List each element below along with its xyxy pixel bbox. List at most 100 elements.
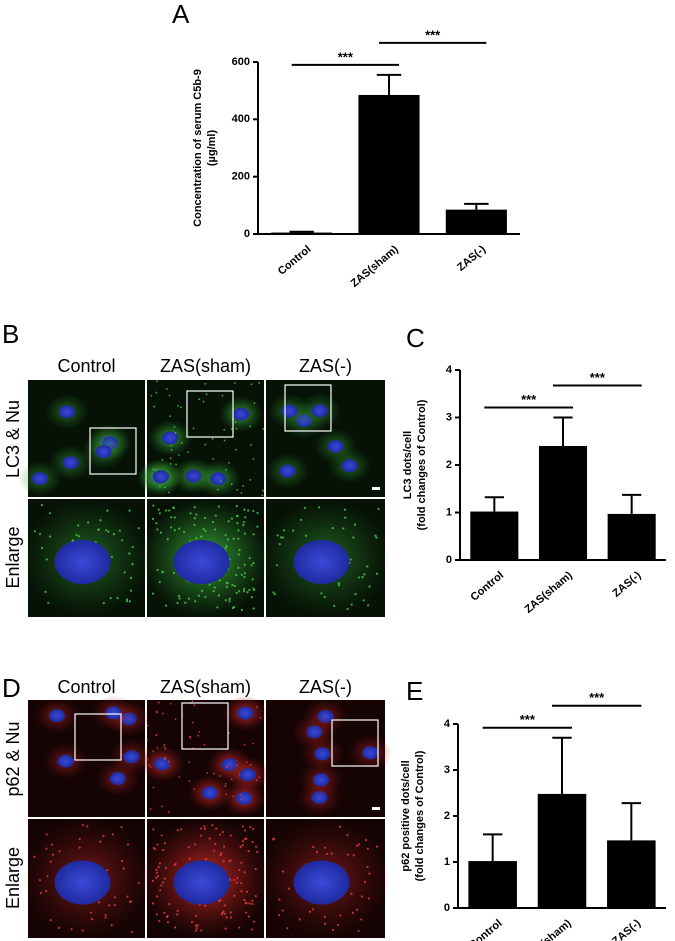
speckle — [104, 916, 107, 919]
speckle — [205, 393, 208, 396]
nucleus — [236, 791, 253, 805]
speckle — [45, 558, 48, 561]
speckle — [235, 427, 238, 430]
speckle — [242, 485, 245, 488]
significance-label: *** — [589, 690, 605, 705]
speckle — [231, 583, 234, 587]
speckle — [170, 516, 173, 519]
speckle — [251, 928, 254, 931]
speckle — [49, 860, 52, 863]
speckle — [355, 844, 359, 847]
speckle — [173, 926, 177, 929]
speckle — [351, 911, 355, 915]
speckle — [230, 778, 233, 781]
x-tick-label: ZAS(sham) — [523, 569, 575, 616]
bar — [607, 513, 656, 560]
significance-label: *** — [521, 392, 537, 407]
speckle — [220, 480, 222, 483]
speckle — [357, 576, 360, 579]
speckle — [225, 545, 228, 548]
speckle — [224, 534, 227, 537]
speckle — [164, 604, 168, 607]
speckle — [174, 432, 177, 434]
speckle — [230, 428, 233, 430]
speckle — [358, 843, 361, 846]
speckle — [312, 845, 315, 849]
speckle — [195, 927, 198, 930]
speckle — [216, 488, 219, 491]
speckle — [158, 580, 161, 584]
speckle — [120, 826, 123, 829]
speckle — [275, 564, 279, 567]
speckle — [198, 731, 201, 733]
speckle — [238, 926, 241, 929]
speckle — [223, 912, 227, 915]
speckle — [261, 494, 264, 497]
speckle — [245, 902, 248, 905]
speckle — [368, 872, 371, 875]
speckle — [256, 511, 259, 514]
speckle — [250, 564, 253, 567]
y-tick-label: 4 — [446, 364, 453, 376]
speckle — [218, 775, 221, 777]
speckle — [163, 746, 166, 748]
speckle — [189, 512, 192, 515]
y-tick-label: 0 — [244, 228, 250, 240]
speckle — [203, 516, 207, 519]
nucleus — [32, 472, 49, 486]
speckle — [343, 508, 347, 511]
speckle — [187, 597, 191, 600]
speckle — [231, 606, 235, 610]
speckle — [167, 760, 170, 763]
speckle — [113, 896, 117, 899]
speckle — [188, 761, 191, 764]
speckle — [360, 918, 363, 921]
speckle — [251, 840, 254, 844]
speckle — [246, 591, 249, 594]
nucleus — [311, 404, 328, 418]
speckle — [323, 915, 327, 918]
speckle — [251, 902, 254, 905]
speckle — [248, 902, 251, 905]
speckle — [233, 894, 236, 897]
zoom-box — [181, 702, 229, 750]
significance-label: *** — [425, 27, 441, 42]
speckle — [225, 916, 228, 919]
speckle — [153, 405, 156, 408]
speckle — [163, 743, 166, 746]
speckle — [120, 539, 124, 542]
speckle — [304, 534, 308, 537]
speckle — [245, 890, 249, 893]
speckle — [108, 904, 111, 907]
speckle — [198, 398, 201, 401]
speckle — [244, 829, 247, 832]
speckle — [212, 590, 215, 593]
speckle — [247, 509, 250, 512]
speckle — [166, 538, 169, 541]
speckle — [97, 901, 101, 904]
speckle — [352, 536, 355, 539]
speckle — [226, 538, 229, 541]
nucleus — [239, 768, 256, 782]
speckle — [245, 911, 248, 914]
speckle — [218, 833, 222, 836]
speckle — [375, 536, 378, 539]
speckle — [248, 588, 251, 591]
speckle — [375, 572, 379, 575]
y-axis-title-line: (fold changes of Control) — [414, 750, 426, 881]
speckle — [337, 584, 340, 587]
speckle — [151, 517, 155, 520]
speckle — [232, 795, 235, 798]
y-tick-label: 1 — [446, 506, 452, 518]
speckle — [324, 922, 327, 925]
speckle — [104, 913, 107, 917]
speckle — [259, 716, 262, 719]
speckle — [211, 437, 214, 440]
zoom-box — [186, 390, 234, 438]
speckle — [90, 917, 93, 921]
speckle — [242, 524, 245, 527]
speckle — [172, 506, 175, 509]
speckle — [203, 825, 206, 828]
nucleus — [109, 772, 126, 786]
speckle — [223, 439, 226, 442]
